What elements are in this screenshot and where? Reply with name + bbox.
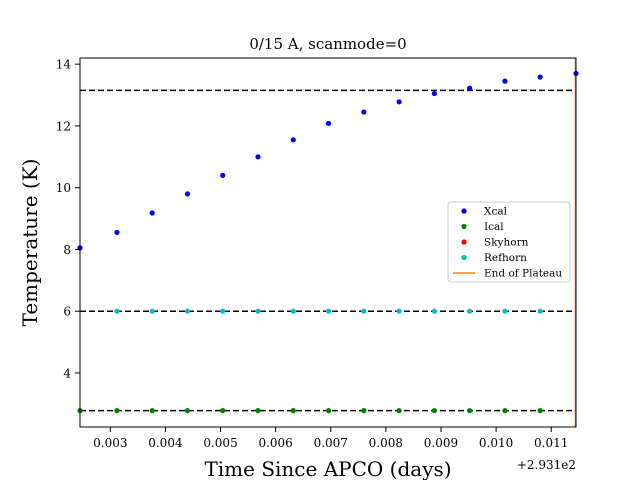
x-tick-label: 0.006 [258,436,292,450]
x-tick-label: 0.007 [314,436,348,450]
x-tick-label: 0.008 [369,436,403,450]
refhorn-point [396,308,402,314]
x-axis-ticks: 0.003 0.004 0.005 0.006 0.007 0.008 0.009 0.010… [93,427,568,450]
ical-point [361,408,367,414]
legend-label-skyhorn: Skyhorn [484,237,529,249]
refhorn-point [255,308,261,314]
legend-marker-refhorn [461,254,467,261]
xcal-point [255,154,261,160]
xcal-point [467,85,473,91]
ical-point [396,408,402,414]
ical-point [149,408,155,414]
refhorn-point [361,308,367,314]
legend-box [447,201,571,283]
data-points [77,70,579,414]
ical-point [537,408,543,414]
legend-marker-skyhorn [461,239,467,245]
ical-point [325,408,332,414]
chart-title: 0/15 A, scanmode=0 [249,35,406,53]
ical-point [431,408,437,414]
y-axis-ticks: 4 6 8 10 12 14 [56,58,80,380]
xcal-point [396,99,402,105]
y-tick-label: 14 [56,58,72,72]
y-tick-label: 6 [63,305,71,319]
legend-label-end-of-plateau: End of Plateau [484,268,562,280]
x-tick-label: 0.011 [534,436,568,450]
refhorn-point [502,308,508,314]
xcal-point [149,210,155,216]
xcal-point [502,78,508,84]
legend-label-ical: Ical [484,221,504,233]
xcal-point [431,90,437,97]
xcal-point [184,191,191,197]
legend-marker-ical [461,223,467,230]
legend: Xcal Ical Skyhorn Refhorn End of Plateau [447,201,571,283]
x-tick-label: 0.004 [148,436,183,450]
x-axis-title: Time Since APCO (days) [204,457,451,480]
xcal-point [537,74,543,80]
y-tick-label: 12 [56,119,71,133]
plot-area-frame [79,57,577,428]
refhorn-point [290,308,296,314]
y-tick-label: 4 [63,366,71,380]
x-tick-label: 0.003 [93,436,127,450]
refhorn-point [184,308,191,314]
legend-label-xcal: Xcal [484,206,508,218]
ical-point [502,408,508,414]
refhorn-point [114,308,120,314]
xcal-point [290,137,296,143]
y-tick-label: 10 [56,181,71,195]
ical-point [184,408,191,414]
ical-point [255,408,261,414]
ical-point [220,408,226,414]
refhorn-point [431,308,437,314]
y-axis-title: Temperature (K) [18,159,42,327]
xcal-point [114,229,120,236]
refhorn-point [325,308,332,314]
refhorn-point [467,308,473,314]
xcal-point [325,120,332,127]
x-tick-label: 0.005 [203,436,237,450]
y-tick-label: 8 [63,243,71,257]
refhorn-point [220,308,226,314]
xcal-point [220,172,226,178]
legend-marker-xcal [461,208,467,214]
legend-label-refhorn: Refhorn [484,252,527,264]
ical-point [467,408,473,414]
ical-point [114,408,120,414]
refhorn-point [149,308,155,314]
ical-point [290,408,296,414]
refhorn-point [537,308,543,314]
xcal-point [361,109,367,115]
x-axis-offset-label: +2.931e2 [517,458,576,472]
x-tick-label: 0.009 [424,436,458,450]
x-tick-label: 0.010 [479,436,513,450]
